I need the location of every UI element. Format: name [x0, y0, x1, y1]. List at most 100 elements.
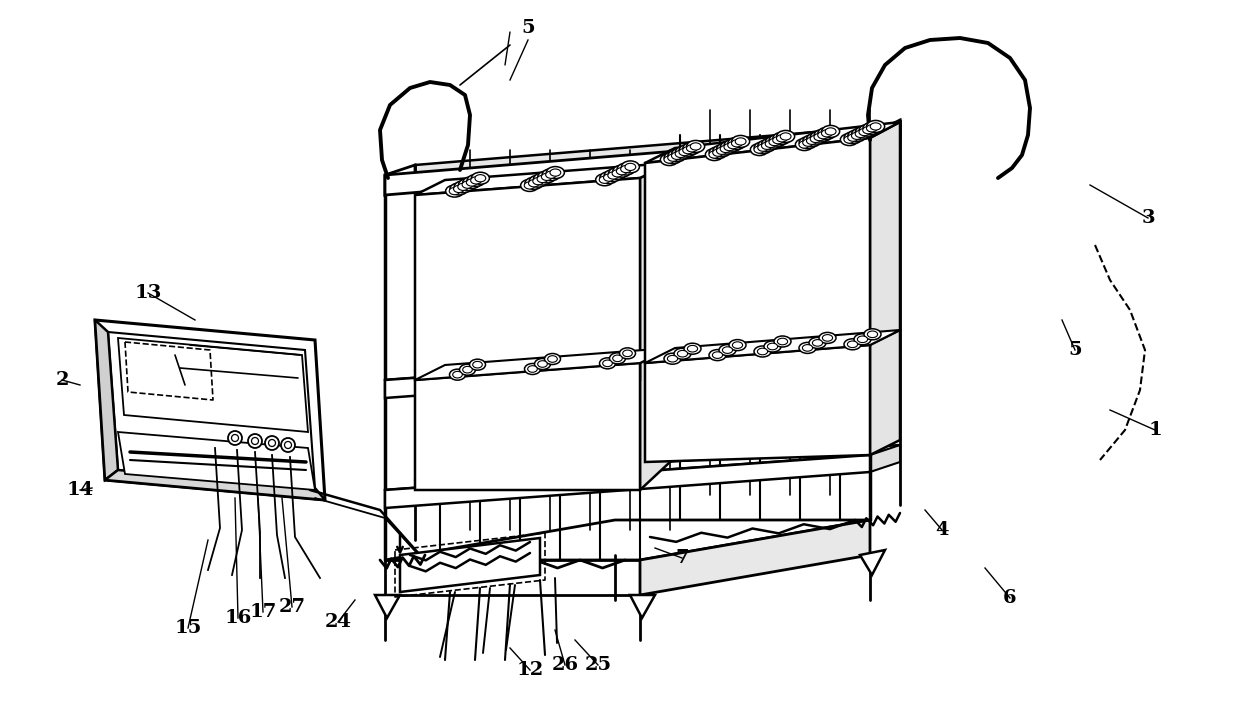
Circle shape [269, 439, 275, 446]
Ellipse shape [799, 343, 816, 354]
Ellipse shape [713, 352, 723, 359]
Ellipse shape [445, 185, 464, 197]
Ellipse shape [454, 181, 472, 193]
Text: 26: 26 [552, 656, 579, 674]
Ellipse shape [599, 176, 610, 184]
Ellipse shape [521, 179, 538, 192]
Ellipse shape [754, 142, 773, 153]
Text: 4: 4 [935, 521, 949, 539]
Ellipse shape [821, 130, 832, 137]
Ellipse shape [799, 141, 810, 148]
Polygon shape [870, 122, 900, 345]
Ellipse shape [534, 359, 551, 369]
Ellipse shape [773, 132, 791, 144]
Polygon shape [374, 595, 401, 618]
Ellipse shape [544, 354, 560, 364]
Polygon shape [645, 345, 870, 462]
Ellipse shape [709, 151, 719, 158]
Ellipse shape [449, 187, 460, 194]
Polygon shape [118, 432, 315, 490]
Ellipse shape [709, 147, 727, 158]
Ellipse shape [769, 134, 787, 146]
Ellipse shape [551, 169, 560, 176]
Ellipse shape [822, 125, 839, 138]
Ellipse shape [818, 333, 836, 343]
Polygon shape [870, 120, 900, 155]
Polygon shape [401, 538, 539, 592]
Ellipse shape [844, 132, 862, 144]
Text: 5: 5 [521, 19, 534, 37]
Polygon shape [384, 135, 870, 195]
Polygon shape [640, 520, 870, 595]
Polygon shape [95, 320, 118, 480]
Ellipse shape [729, 340, 746, 351]
Ellipse shape [810, 135, 821, 143]
Ellipse shape [777, 338, 787, 345]
Ellipse shape [533, 173, 552, 185]
Ellipse shape [542, 174, 552, 181]
Ellipse shape [713, 145, 730, 157]
Ellipse shape [471, 177, 481, 184]
Ellipse shape [848, 130, 866, 142]
Ellipse shape [732, 135, 750, 148]
Ellipse shape [675, 348, 691, 359]
Text: 7: 7 [676, 549, 688, 567]
Ellipse shape [765, 136, 784, 148]
Ellipse shape [863, 122, 880, 135]
Ellipse shape [680, 144, 697, 156]
Ellipse shape [723, 347, 733, 354]
Ellipse shape [761, 143, 773, 150]
Ellipse shape [687, 145, 697, 152]
Ellipse shape [709, 350, 725, 361]
Ellipse shape [546, 171, 557, 179]
Ellipse shape [458, 183, 469, 190]
Circle shape [284, 441, 291, 449]
Ellipse shape [680, 148, 689, 156]
Ellipse shape [599, 358, 615, 369]
Ellipse shape [621, 166, 631, 173]
Ellipse shape [475, 175, 486, 182]
Polygon shape [118, 338, 308, 432]
Ellipse shape [864, 329, 880, 340]
Ellipse shape [528, 180, 539, 187]
Ellipse shape [538, 171, 556, 183]
Polygon shape [415, 163, 670, 195]
Polygon shape [861, 550, 885, 575]
Ellipse shape [668, 150, 686, 162]
Text: 24: 24 [325, 613, 351, 631]
Ellipse shape [459, 179, 476, 191]
Polygon shape [415, 363, 640, 490]
Polygon shape [384, 560, 640, 595]
Polygon shape [384, 520, 870, 560]
Ellipse shape [542, 168, 560, 181]
Ellipse shape [467, 174, 485, 186]
Ellipse shape [608, 172, 619, 179]
Polygon shape [108, 332, 315, 488]
Ellipse shape [717, 147, 728, 154]
Ellipse shape [719, 345, 737, 356]
Ellipse shape [667, 356, 677, 362]
Ellipse shape [661, 153, 678, 166]
Ellipse shape [844, 136, 854, 143]
Ellipse shape [613, 355, 622, 361]
Ellipse shape [687, 140, 704, 153]
Ellipse shape [758, 348, 768, 355]
Ellipse shape [802, 135, 821, 147]
Ellipse shape [776, 135, 787, 142]
Ellipse shape [856, 130, 866, 138]
Ellipse shape [676, 146, 693, 158]
Circle shape [281, 438, 295, 452]
Text: 25: 25 [584, 656, 611, 674]
Circle shape [228, 431, 242, 445]
Ellipse shape [547, 166, 564, 179]
Ellipse shape [604, 169, 622, 181]
Polygon shape [640, 163, 670, 380]
Polygon shape [640, 348, 670, 490]
Ellipse shape [466, 179, 477, 186]
Ellipse shape [852, 132, 862, 140]
Ellipse shape [625, 163, 636, 171]
Circle shape [252, 438, 258, 444]
Ellipse shape [780, 132, 791, 140]
Polygon shape [384, 345, 870, 398]
Ellipse shape [691, 143, 701, 150]
